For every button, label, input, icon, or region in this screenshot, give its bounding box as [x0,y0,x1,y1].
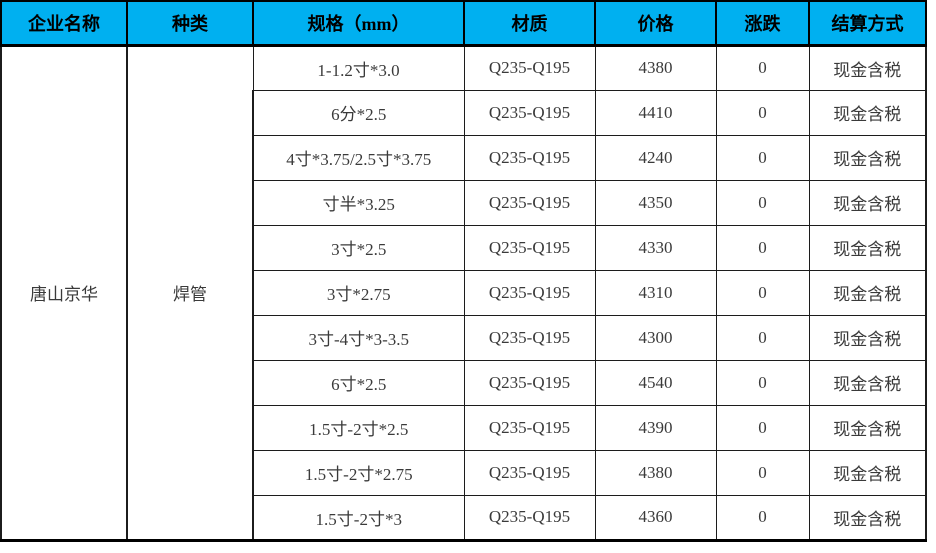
material-cell: Q235-Q195 [463,269,596,316]
spec-cell: 6分*2.5 [252,89,465,136]
price-cell: 4330 [594,224,717,271]
price-cell: 4540 [594,359,717,406]
material-cell: Q235-Q195 [463,314,596,361]
spec-cell: 寸半*3.25 [252,179,465,226]
change-cell: 0 [715,89,810,136]
spec-cell: 1.5寸-2寸*2.5 [252,404,465,451]
header-change: 涨跌 [715,0,810,47]
header-settlement: 结算方式 [808,0,927,47]
material-cell: Q235-Q195 [463,179,596,226]
price-cell: 4350 [594,179,717,226]
header-category: 种类 [126,0,254,47]
category-cell: 焊管 [126,44,254,542]
settlement-cell: 现金含税 [808,359,927,406]
change-cell: 0 [715,44,810,91]
change-cell: 0 [715,224,810,271]
header-spec: 规格（mm） [252,0,465,47]
spec-cell: 1-1.2寸*3.0 [252,44,465,91]
material-cell: Q235-Q195 [463,449,596,496]
material-cell: Q235-Q195 [463,44,596,91]
change-cell: 0 [715,269,810,316]
spec-cell: 3寸*2.75 [252,269,465,316]
table-row: 6分*2.5 Q235-Q195 4410 0 现金含税 [1,89,927,136]
table-row: 1.5寸-2寸*2.75 Q235-Q195 4380 0 现金含税 [1,449,927,496]
change-cell: 0 [715,314,810,361]
table-row: 3寸*2.5 Q235-Q195 4330 0 现金含税 [1,224,927,271]
change-cell: 0 [715,449,810,496]
settlement-cell: 现金含税 [808,449,927,496]
settlement-cell: 现金含税 [808,89,927,136]
change-cell: 0 [715,404,810,451]
material-cell: Q235-Q195 [463,224,596,271]
company-cell: 唐山京华 [0,44,128,542]
table-row: 1.5寸-2寸*3 Q235-Q195 4360 0 现金含税 [1,494,927,542]
settlement-cell: 现金含税 [808,44,927,91]
material-cell: Q235-Q195 [463,359,596,406]
header-company: 企业名称 [0,0,128,47]
settlement-cell: 现金含税 [808,179,927,226]
change-cell: 0 [715,359,810,406]
steel-price-table: 企业名称 种类 规格（mm） 材质 价格 涨跌 结算方式 唐山京华 焊管 1-1.… [0,0,927,542]
spec-cell: 4寸*3.75/2.5寸*3.75 [252,134,465,181]
settlement-cell: 现金含税 [808,404,927,451]
change-cell: 0 [715,134,810,181]
table-row: 寸半*3.25 Q235-Q195 4350 0 现金含税 [1,179,927,226]
spec-cell: 1.5寸-2寸*2.75 [252,449,465,496]
price-cell: 4310 [594,269,717,316]
table-row: 6寸*2.5 Q235-Q195 4540 0 现金含税 [1,359,927,406]
spec-cell: 3寸-4寸*3-3.5 [252,314,465,361]
settlement-cell: 现金含税 [808,224,927,271]
spec-cell: 6寸*2.5 [252,359,465,406]
settlement-cell: 现金含税 [808,269,927,316]
table-row: 3寸*2.75 Q235-Q195 4310 0 现金含税 [1,269,927,316]
price-cell: 4390 [594,404,717,451]
table-header-row: 企业名称 种类 规格（mm） 材质 价格 涨跌 结算方式 [0,0,927,47]
settlement-cell: 现金含税 [808,134,927,181]
table-row: 唐山京华 焊管 1-1.2寸*3.0 Q235-Q195 4380 0 现金含税 [0,44,927,542]
price-cell: 4380 [594,44,717,91]
price-cell: 4300 [594,314,717,361]
price-cell: 4380 [594,449,717,496]
table-row: 1.5寸-2寸*2.5 Q235-Q195 4390 0 现金含税 [1,404,927,451]
price-cell: 4360 [594,494,717,542]
header-price: 价格 [594,0,717,47]
table-row: 3寸-4寸*3-3.5 Q235-Q195 4300 0 现金含税 [1,314,927,361]
material-cell: Q235-Q195 [463,134,596,181]
material-cell: Q235-Q195 [463,89,596,136]
settlement-cell: 现金含税 [808,494,927,542]
material-cell: Q235-Q195 [463,494,596,542]
table-body: 唐山京华 焊管 1-1.2寸*3.0 Q235-Q195 4380 0 现金含税 … [0,44,927,542]
header-material: 材质 [463,0,596,47]
spec-cell: 3寸*2.5 [252,224,465,271]
change-cell: 0 [715,494,810,542]
material-cell: Q235-Q195 [463,404,596,451]
settlement-cell: 现金含税 [808,314,927,361]
price-cell: 4410 [594,89,717,136]
spec-cell: 1.5寸-2寸*3 [252,494,465,542]
change-cell: 0 [715,179,810,226]
price-cell: 4240 [594,134,717,181]
